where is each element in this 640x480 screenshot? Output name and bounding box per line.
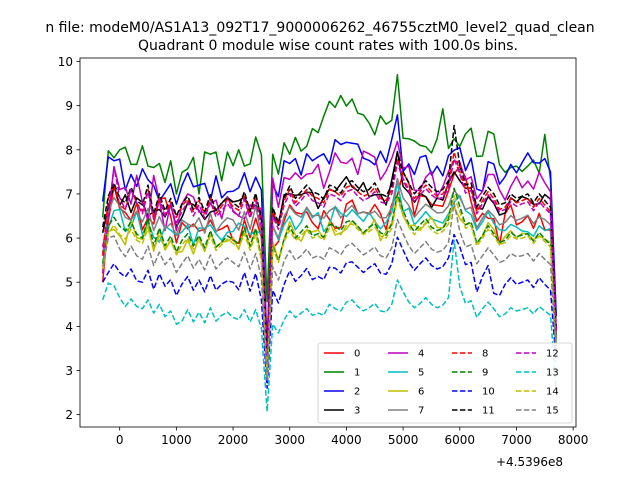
x-tick-label: 1000 xyxy=(161,433,192,447)
series-line-13 xyxy=(101,239,557,413)
chart-title: Quadrant 0 module wise count rates with … xyxy=(138,38,518,54)
legend-label-15: 15 xyxy=(546,406,559,417)
x-tick-label: 7000 xyxy=(501,433,532,447)
legend-label-9: 9 xyxy=(482,368,488,379)
series-line-1 xyxy=(101,74,557,316)
series-line-3 xyxy=(101,150,557,359)
legend-label-4: 4 xyxy=(418,349,424,360)
figure-suptitle: n file: modeM0/AS1A13_092T17_9000006262_… xyxy=(45,20,594,36)
y-tick-label: 8 xyxy=(65,143,73,157)
legend-label-13: 13 xyxy=(546,368,559,379)
x-tick-label: 2000 xyxy=(218,433,249,447)
legend-label-2: 2 xyxy=(354,387,360,398)
legend-label-6: 6 xyxy=(418,387,424,398)
series-group xyxy=(101,74,557,413)
legend-label-8: 8 xyxy=(482,349,488,360)
y-tick-label: 9 xyxy=(65,99,73,113)
x-tick-label: 3000 xyxy=(274,433,305,447)
legend-label-10: 10 xyxy=(482,387,495,398)
series-line-12 xyxy=(101,157,557,365)
x-tick-label: 0 xyxy=(116,433,124,447)
series-line-8 xyxy=(101,151,557,363)
legend-label-3: 3 xyxy=(354,406,360,417)
x-tick-label: 4000 xyxy=(331,433,362,447)
series-line-2 xyxy=(101,114,557,348)
y-tick-label: 7 xyxy=(65,187,73,201)
legend-label-14: 14 xyxy=(546,387,559,398)
legend-label-7: 7 xyxy=(418,406,424,417)
x-offset-label: +4.5396e8 xyxy=(496,455,563,469)
y-tick-label: 2 xyxy=(65,408,73,422)
plot-frame xyxy=(79,57,577,428)
series-line-4 xyxy=(101,140,557,349)
y-tick-label: 10 xyxy=(58,55,73,69)
legend-label-5: 5 xyxy=(418,368,424,379)
series-line-7 xyxy=(101,177,557,367)
series-line-11 xyxy=(101,124,557,359)
legend-label-11: 11 xyxy=(482,406,495,417)
series-line-15 xyxy=(101,202,557,383)
series-line-0 xyxy=(101,165,557,358)
y-tick-label: 3 xyxy=(65,364,73,378)
legend-label-1: 1 xyxy=(354,368,360,379)
series-line-9 xyxy=(101,187,557,376)
y-tick-label: 5 xyxy=(65,276,73,290)
series-line-10 xyxy=(102,233,557,389)
x-tick-label: 6000 xyxy=(445,433,476,447)
legend-label-0: 0 xyxy=(354,349,360,360)
axes: 0 1000 2000 3000 4000 5000 6000 7000 8000 2 3 4 5 6 7 8… xyxy=(58,55,589,447)
series-line-14 xyxy=(101,195,557,378)
x-tick-label: 8000 xyxy=(558,433,589,447)
legend-box xyxy=(317,342,573,424)
x-tick-label: 5000 xyxy=(388,433,419,447)
y-tick-label: 4 xyxy=(65,320,73,334)
y-tick-label: 6 xyxy=(65,232,73,246)
legend-label-12: 12 xyxy=(546,349,559,360)
